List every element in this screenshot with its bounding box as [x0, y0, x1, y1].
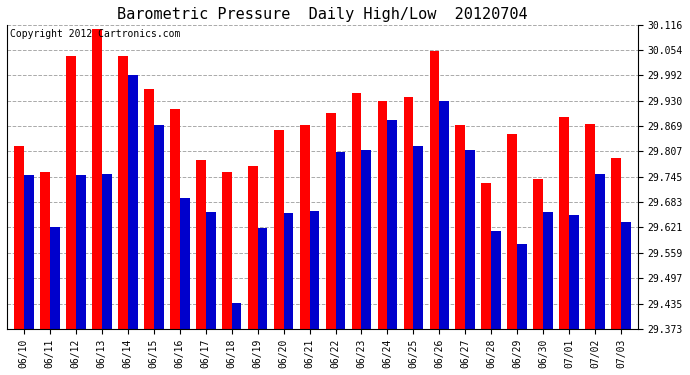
Bar: [440, 101, 449, 329]
Text: Copyright 2012 Cartronics.com: Copyright 2012 Cartronics.com: [10, 29, 181, 39]
Title: Barometric Pressure  Daily High/Low  20120704: Barometric Pressure Daily High/Low 20120…: [117, 7, 528, 22]
Bar: [40, 172, 50, 329]
Bar: [50, 226, 59, 329]
Bar: [335, 152, 346, 329]
Bar: [257, 228, 268, 329]
Bar: [92, 29, 101, 329]
Bar: [611, 158, 621, 329]
Bar: [144, 89, 154, 329]
Bar: [196, 160, 206, 329]
Bar: [221, 172, 232, 329]
Bar: [326, 113, 335, 329]
Bar: [14, 146, 24, 329]
Bar: [585, 124, 595, 329]
Bar: [179, 198, 190, 329]
Bar: [543, 212, 553, 329]
Bar: [377, 101, 388, 329]
Bar: [533, 179, 543, 329]
Bar: [248, 166, 257, 329]
Bar: [507, 134, 518, 329]
Bar: [569, 216, 579, 329]
Bar: [170, 109, 179, 329]
Bar: [128, 75, 137, 329]
Bar: [482, 183, 491, 329]
Bar: [232, 303, 241, 329]
Bar: [284, 213, 293, 329]
Bar: [560, 117, 569, 329]
Bar: [24, 175, 34, 329]
Bar: [206, 212, 215, 329]
Bar: [465, 150, 475, 329]
Bar: [621, 222, 631, 329]
Bar: [429, 51, 440, 329]
Bar: [404, 98, 413, 329]
Bar: [491, 231, 501, 329]
Bar: [362, 150, 371, 329]
Bar: [299, 125, 310, 329]
Bar: [455, 125, 465, 329]
Bar: [518, 244, 527, 329]
Bar: [595, 174, 605, 329]
Bar: [388, 120, 397, 329]
Bar: [118, 56, 128, 329]
Bar: [76, 175, 86, 329]
Bar: [154, 125, 164, 329]
Bar: [274, 130, 284, 329]
Bar: [413, 146, 423, 329]
Bar: [310, 211, 319, 329]
Bar: [66, 57, 76, 329]
Bar: [352, 93, 362, 329]
Bar: [101, 174, 112, 329]
